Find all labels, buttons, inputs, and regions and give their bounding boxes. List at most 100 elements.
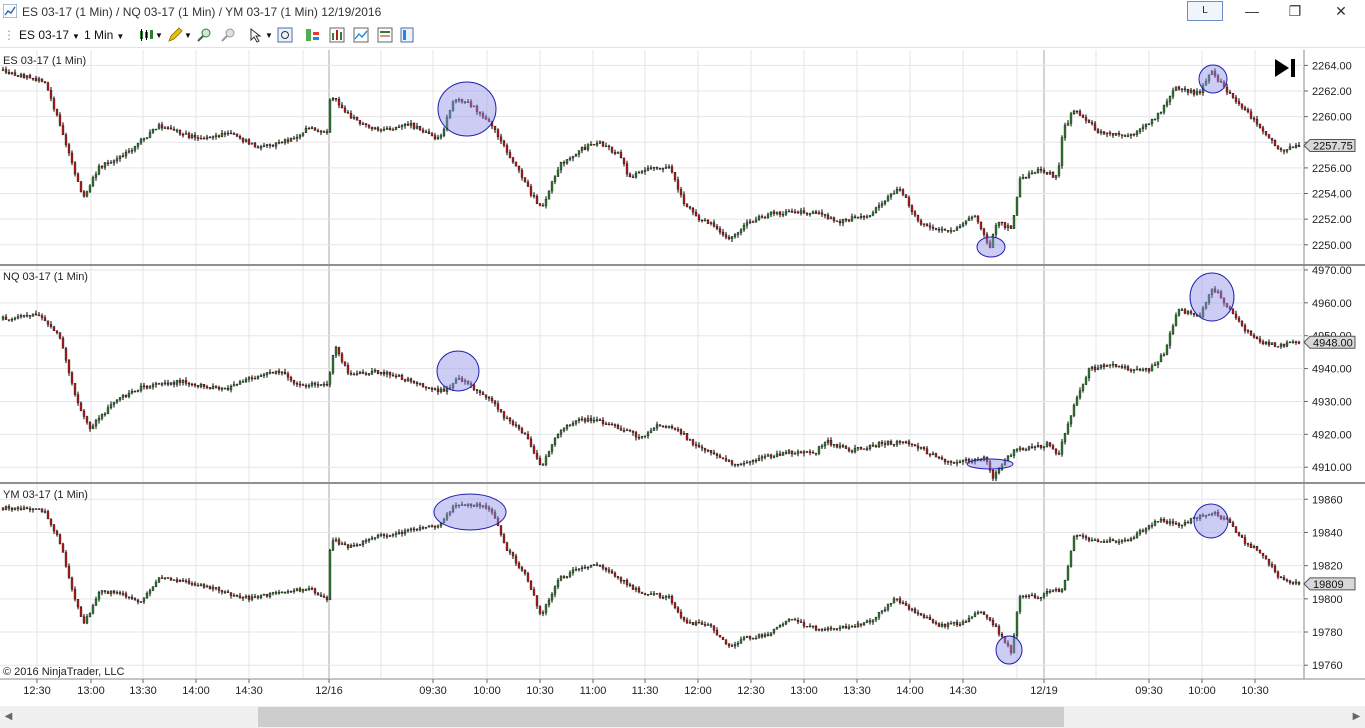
scrollbar-thumb[interactable] <box>258 707 1064 727</box>
candle-body <box>1240 103 1244 108</box>
link-button[interactable]: L <box>1187 1 1223 21</box>
chevron-down-icon: ▼ <box>116 32 125 41</box>
candle-body <box>1228 519 1232 523</box>
candle-body <box>529 438 533 447</box>
candle-body <box>904 194 908 198</box>
candle-body <box>64 348 68 361</box>
candle-body <box>823 214 827 216</box>
properties-icon[interactable] <box>377 27 393 43</box>
candle-body <box>748 221 752 223</box>
candle-body <box>799 210 803 214</box>
candle-body <box>832 217 836 221</box>
candle-body <box>991 234 995 248</box>
candle-body <box>1138 128 1142 132</box>
candle-body <box>856 217 860 219</box>
candle-body <box>241 596 245 599</box>
candle-body <box>964 459 968 461</box>
candle-body <box>181 380 185 383</box>
candle-body <box>370 371 374 375</box>
candle-body <box>298 383 302 386</box>
highlight-ellipse[interactable] <box>437 81 497 137</box>
candle-body <box>286 591 290 593</box>
candle-body <box>7 319 11 321</box>
candle-body <box>241 381 245 383</box>
candle-body <box>61 338 65 349</box>
candle-body <box>937 456 941 459</box>
candle-body <box>328 99 332 133</box>
zoom-out-icon[interactable] <box>220 27 236 43</box>
candle-body <box>463 101 467 103</box>
minimize-button[interactable]: — <box>1245 3 1259 19</box>
candle-body <box>424 131 428 134</box>
candle-body <box>304 385 308 387</box>
candle-body <box>583 147 587 150</box>
chevron-down-icon[interactable]: ▼ <box>184 31 192 40</box>
candle-body <box>10 508 14 510</box>
highlight-ellipse[interactable] <box>976 236 1006 258</box>
scroll-to-end-icon[interactable] <box>1275 59 1289 77</box>
candle-body <box>346 111 350 114</box>
candle-body <box>829 440 833 446</box>
candle-body <box>1183 522 1187 526</box>
candle-body <box>964 621 968 623</box>
scroll-to-end-icon-bar[interactable] <box>1291 59 1295 77</box>
data-box-icon[interactable] <box>277 27 293 43</box>
candle-body <box>700 622 704 625</box>
interval-selector[interactable]: 1 Min ▼ <box>84 27 124 44</box>
last-price-marker <box>1303 138 1356 152</box>
highlight-ellipse[interactable] <box>966 458 1014 470</box>
strategies-icon[interactable] <box>305 27 321 43</box>
candle-body <box>757 216 761 221</box>
candle-body <box>424 526 428 529</box>
candle-body <box>1156 113 1160 120</box>
highlight-ellipse[interactable] <box>1193 503 1229 539</box>
chevron-down-icon[interactable]: ▼ <box>155 31 163 40</box>
candle-body <box>1264 131 1268 135</box>
scroll-left-arrow-icon[interactable]: ◀ <box>4 711 13 722</box>
candle-body <box>553 176 557 183</box>
candle-body <box>706 219 710 224</box>
bar-type-icon[interactable] <box>138 27 154 43</box>
instrument-selector[interactable]: ES 03-17 ▼ <box>19 27 80 44</box>
candle-body <box>157 124 161 130</box>
zoom-in-icon[interactable] <box>196 27 212 43</box>
candle-body <box>580 418 584 421</box>
candle-body <box>1267 341 1271 345</box>
candle-body <box>1294 341 1298 343</box>
indicators-icon[interactable] <box>329 27 345 43</box>
candle-body <box>895 441 899 445</box>
chart-trader-icon[interactable] <box>399 27 415 43</box>
candle-body <box>1099 131 1103 133</box>
candle-body <box>421 383 425 387</box>
candle-body <box>82 616 86 624</box>
candle-body <box>676 179 680 190</box>
drawing-pencil-icon[interactable] <box>167 27 183 43</box>
candle-body <box>1012 215 1016 229</box>
close-button[interactable]: ✕ <box>1335 3 1347 19</box>
horizontal-scrollbar[interactable]: ◀ ▶ <box>0 706 1365 728</box>
candle-body <box>805 212 809 215</box>
candle-body <box>73 162 77 175</box>
candle-body <box>22 74 26 79</box>
candle-body <box>424 386 428 388</box>
highlight-ellipse[interactable] <box>1198 64 1228 94</box>
chevron-down-icon[interactable]: ▼ <box>265 31 273 40</box>
highlight-ellipse[interactable] <box>995 635 1023 665</box>
cursor-pointer-icon[interactable] <box>248 27 264 43</box>
candle-body <box>124 152 128 157</box>
highlight-ellipse[interactable] <box>436 350 480 392</box>
candle-body <box>757 634 761 639</box>
candle-body <box>598 565 602 567</box>
candle-body <box>373 537 377 539</box>
candle-body <box>943 624 947 627</box>
scroll-right-arrow-icon[interactable]: ▶ <box>1352 711 1361 722</box>
candle-body <box>553 437 557 445</box>
candle-body <box>877 205 881 208</box>
candle-body <box>1132 369 1136 371</box>
restore-button[interactable]: ❐ <box>1288 3 1302 19</box>
highlight-ellipse[interactable] <box>433 493 507 531</box>
price-chart[interactable]: 2264.002262.002260.002258.002256.002254.… <box>0 48 1365 706</box>
candle-body <box>634 432 638 438</box>
highlight-ellipse[interactable] <box>1189 272 1235 322</box>
templates-icon[interactable] <box>353 27 369 43</box>
